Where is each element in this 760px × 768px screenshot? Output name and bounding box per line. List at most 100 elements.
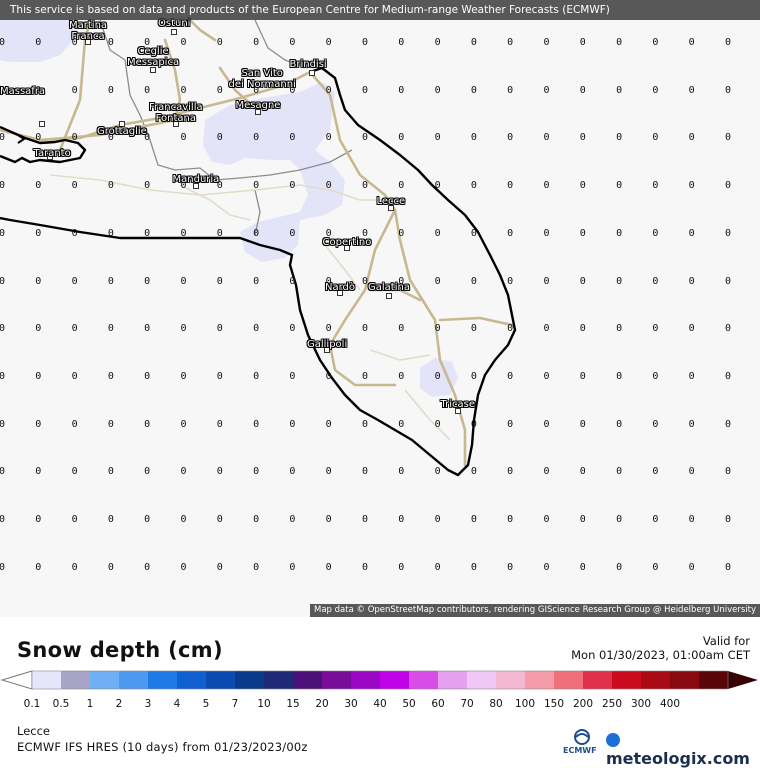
grid-value: 0	[35, 37, 42, 48]
city-label[interactable]: Grottaglie	[97, 126, 147, 137]
grid-value: 0	[180, 418, 187, 430]
legend-arrow-right	[728, 671, 758, 689]
city-label[interactable]: Massafra	[0, 86, 46, 97]
grid-value: 0	[361, 275, 369, 287]
grid-value: 0	[579, 37, 586, 48]
grid-value: 0	[507, 418, 514, 430]
city-label[interactable]: Mesagne	[235, 100, 281, 111]
city-label[interactable]: Tricase	[440, 399, 476, 410]
grid-value: 0	[180, 514, 187, 525]
grid-value: 0	[253, 370, 260, 382]
legend-label: 300	[630, 698, 652, 710]
map-canvas	[0, 18, 517, 477]
city-label[interactable]: Nardò	[325, 282, 356, 293]
city-label[interactable]: Taranto	[33, 148, 71, 159]
grid-value: 0	[107, 84, 114, 96]
grid-value: 0	[107, 418, 114, 430]
ecmwf-banner: This service is based on data and produc…	[0, 0, 760, 20]
grid-value: 0	[325, 37, 332, 48]
grid-value: 0	[361, 323, 369, 335]
grid-value: 0	[35, 84, 42, 96]
grid-value: 0	[688, 132, 695, 144]
grid-value: 0	[107, 275, 114, 287]
grid-value: 0	[361, 227, 369, 239]
grid-value: 0	[107, 323, 114, 335]
legend-swatch	[264, 671, 294, 689]
city-label[interactable]: Ceglie Messapica	[127, 46, 180, 68]
ecmwf-logo-icon[interactable]	[562, 728, 602, 756]
city-label[interactable]: Gallipoli	[307, 339, 348, 350]
city-marker	[455, 408, 461, 414]
grid-value: 0	[507, 227, 514, 239]
city-marker	[85, 39, 91, 45]
legend-swatch	[554, 671, 584, 689]
grid-value: 0	[180, 275, 187, 287]
legend-label: 40	[373, 698, 387, 710]
grid-value: 0	[71, 132, 78, 144]
grid-value: 0	[398, 132, 405, 144]
grid-value: 0	[507, 370, 514, 382]
grid-value: 0	[724, 323, 732, 335]
legend-label: 0.5	[52, 698, 70, 710]
city-label[interactable]: Manduria	[172, 174, 220, 185]
grid-value: 0	[144, 466, 151, 478]
grid-value: 0	[688, 370, 695, 382]
grid-value: 0	[253, 418, 260, 430]
grid-value: 0	[434, 37, 441, 48]
grid-value: 0	[216, 418, 223, 430]
legend-swatch	[177, 671, 207, 689]
grid-value: 0	[180, 227, 187, 239]
snow-patch-nw	[0, 20, 78, 62]
legend-frame	[31, 670, 729, 690]
legend-swatch	[380, 671, 410, 689]
city-label[interactable]: San Vito dei Normanni	[228, 68, 296, 90]
grid-value: 0	[361, 180, 369, 192]
grid-value: 0	[35, 132, 42, 144]
legend-swatch	[670, 671, 700, 689]
legend-label: 60	[431, 698, 445, 710]
grid-value: 0	[724, 466, 732, 478]
map-area[interactable]: 0 0 0 0 0 0 0 0 0 0 0 0 0 0 0 0 0 0 0 0 0 0 0 0 0 0 0 0 0 0 0 0 0 0 0 0 0 0 0 0…	[0, 0, 760, 617]
city-marker	[150, 67, 156, 73]
grid-value: 0	[652, 466, 659, 478]
city-marker	[337, 290, 343, 296]
grid-value: 0	[579, 561, 586, 573]
city-label[interactable]: Brindisi	[289, 59, 327, 70]
city-label[interactable]: Ostuni	[158, 18, 191, 29]
grid-value: 0	[724, 418, 732, 430]
grid-value: 0	[724, 514, 732, 525]
grid-value: 0	[543, 561, 550, 573]
meteologix-logo[interactable]: meteologix.com	[606, 730, 760, 768]
grid-value: 0	[35, 466, 42, 478]
grid-value: 0	[434, 418, 441, 430]
city-label[interactable]: Martina Franca	[69, 20, 108, 42]
city-label[interactable]: Lecce	[376, 196, 406, 207]
city-label[interactable]: Copertino	[322, 237, 372, 248]
city-label[interactable]: Galatina	[368, 282, 410, 293]
legend-label: 20	[315, 698, 329, 710]
grid-value: 0	[507, 180, 514, 192]
grid-value: 0	[652, 514, 659, 525]
grid-value: 0	[688, 514, 695, 525]
grid-value: 0	[579, 466, 586, 478]
city-label[interactable]: Francavilla Fontana	[149, 102, 203, 124]
grid-value: 0	[253, 323, 260, 335]
grid-value: 0	[253, 227, 260, 239]
legend-label: 150	[543, 698, 565, 710]
grid-value: 0	[216, 466, 223, 478]
map-attribution[interactable]: Map data © OpenStreetMap contributors, r…	[310, 604, 760, 617]
grid-value: 0	[180, 180, 187, 192]
grid-value: 0	[253, 561, 260, 573]
snow-cover-areas	[0, 20, 458, 397]
grid-value: 0	[434, 132, 441, 144]
grid-value: 0	[289, 418, 296, 430]
grid-value: 0	[289, 227, 296, 239]
grid-value: 0	[724, 132, 732, 144]
grid-value: 0	[543, 37, 550, 48]
grid-value: 0	[325, 514, 332, 525]
grid-value: 0	[289, 275, 296, 287]
grid-value: 0	[652, 84, 659, 96]
grid-value: 0	[144, 227, 151, 239]
grid-value: 0	[71, 227, 78, 239]
grid-value: 0	[71, 514, 78, 525]
